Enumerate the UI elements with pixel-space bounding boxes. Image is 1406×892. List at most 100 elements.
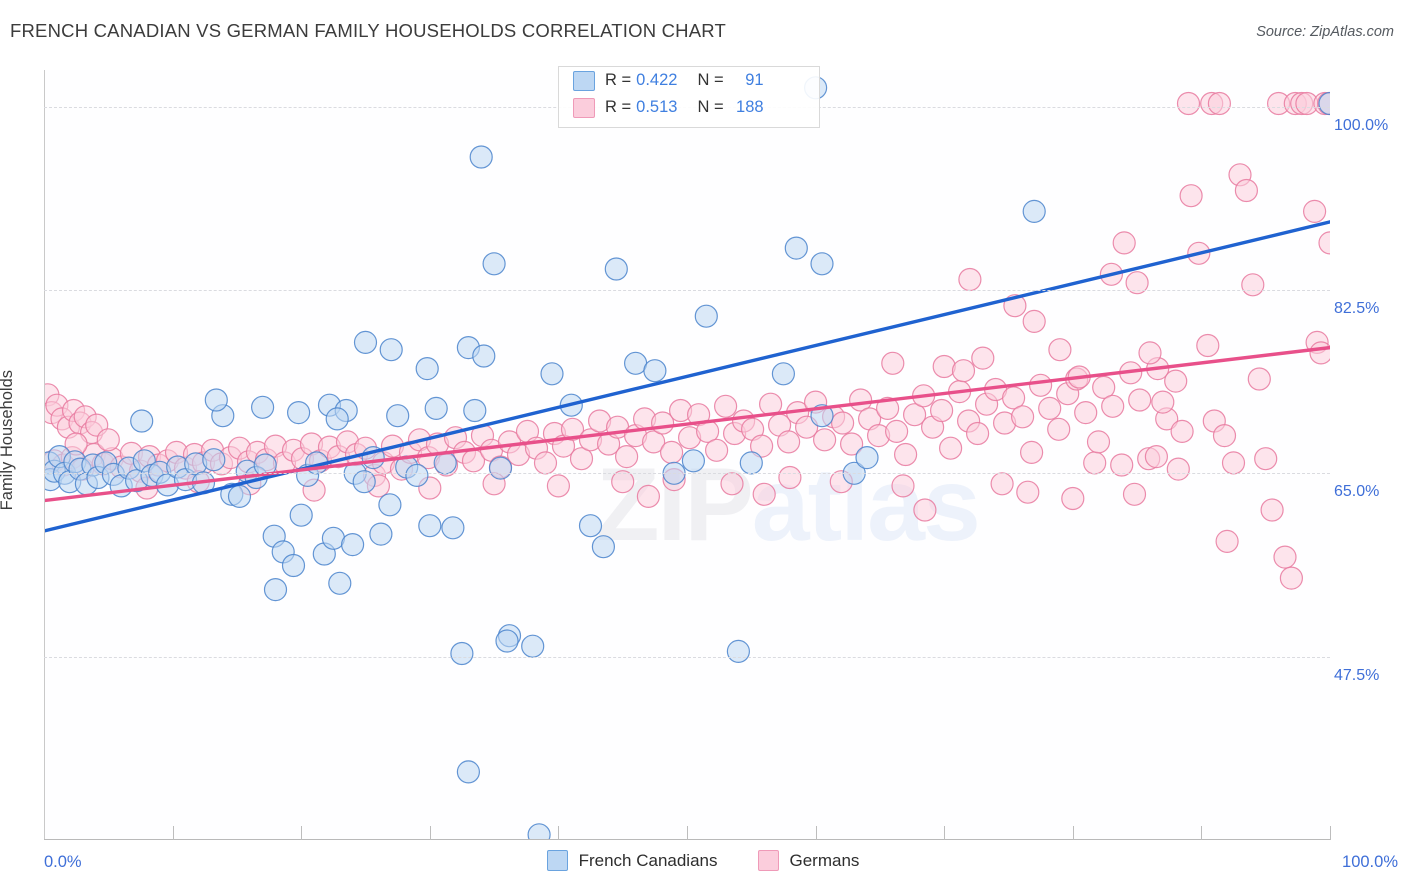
data-point — [424, 396, 448, 420]
data-point — [1260, 498, 1284, 522]
r-label-blue: R = — [605, 71, 632, 89]
data-point — [812, 428, 837, 452]
data-point — [884, 419, 909, 443]
data-point — [1086, 430, 1111, 454]
x-axis-tick — [944, 826, 946, 840]
swatch-french-canadians — [573, 70, 595, 91]
data-point — [623, 351, 648, 375]
legend-entry-french-canadians[interactable]: French Canadians — [546, 850, 718, 871]
data-point — [96, 428, 120, 452]
data-point — [415, 357, 439, 381]
data-point — [1309, 341, 1330, 365]
x-axis-tick — [815, 826, 817, 840]
legend-swatch-french-canadians — [546, 850, 568, 871]
data-point — [495, 629, 519, 653]
n-value-pink: 188 — [736, 98, 764, 116]
data-point — [1241, 273, 1265, 297]
data-point — [540, 362, 564, 386]
data-point — [341, 533, 365, 557]
data-point — [352, 470, 376, 494]
x-axis-tick — [558, 826, 560, 840]
data-point — [1047, 417, 1071, 441]
data-point — [1022, 199, 1046, 223]
gridline-y — [44, 473, 1330, 475]
data-point — [1279, 566, 1304, 590]
x-axis-tick — [687, 826, 688, 840]
data-point — [1016, 480, 1040, 504]
data-point — [1128, 388, 1152, 412]
data-point — [891, 474, 915, 498]
data-point — [1302, 199, 1327, 223]
data-point — [913, 498, 937, 522]
data-point — [1273, 545, 1297, 569]
series-points-germans — [44, 91, 1330, 590]
stats-row-french-canadians: R = 0.422 N = 91 — [559, 67, 819, 94]
n-value-blue: 91 — [745, 71, 764, 89]
data-point — [325, 407, 349, 431]
x-axis-tick — [1072, 826, 1074, 840]
r-value-blue: 0.422 — [636, 71, 678, 89]
legend-entry-germans[interactable]: Germans — [757, 850, 859, 871]
data-point — [1101, 394, 1125, 418]
data-point — [456, 760, 480, 784]
legend-swatch-germans — [757, 850, 779, 871]
data-point — [951, 359, 976, 383]
data-point — [1083, 451, 1107, 475]
data-point — [778, 465, 802, 490]
data-point — [251, 395, 275, 419]
data-point — [932, 354, 956, 379]
data-point — [614, 445, 639, 469]
data-point — [1151, 390, 1175, 414]
data-point — [1221, 451, 1246, 475]
data-point — [726, 639, 751, 664]
data-point — [289, 503, 313, 527]
data-point — [488, 456, 513, 480]
data-point — [694, 304, 718, 328]
gridline-y — [44, 656, 1330, 658]
data-point — [929, 398, 954, 423]
data-point — [1138, 341, 1162, 365]
data-point — [1048, 338, 1072, 362]
x-axis-tick — [301, 826, 303, 840]
data-point — [771, 362, 796, 386]
page-title: FRENCH CANADIAN VS GERMAN FAMILY HOUSEHO… — [10, 20, 726, 41]
data-point — [263, 577, 288, 602]
data-point — [971, 346, 995, 370]
data-point — [830, 411, 855, 435]
r-label-pink: R = — [605, 98, 632, 116]
y-axis-title: Family Households — [0, 370, 16, 511]
x-axis-tick — [1330, 826, 1331, 840]
data-point — [469, 145, 493, 169]
data-point — [881, 351, 905, 375]
data-point — [130, 409, 154, 433]
data-point — [1074, 401, 1098, 425]
data-point — [1176, 91, 1201, 116]
data-point — [569, 447, 594, 471]
data-point — [893, 442, 918, 467]
data-point — [810, 252, 834, 276]
data-point — [1196, 333, 1220, 358]
data-point — [720, 472, 744, 496]
data-point — [386, 404, 410, 428]
y-axis-tick-label: 100.0% — [1334, 116, 1389, 134]
data-point — [1254, 447, 1278, 471]
data-point — [378, 493, 402, 517]
n-label-blue: N = — [697, 71, 724, 89]
data-point — [353, 330, 378, 354]
x-axis-tick — [429, 826, 431, 840]
series-legend: French Canadians Germans — [0, 850, 1406, 871]
data-point — [965, 421, 990, 446]
data-point — [1038, 396, 1062, 420]
data-point — [533, 451, 558, 475]
data-point — [1028, 373, 1053, 397]
data-point — [560, 417, 585, 441]
data-point — [1207, 91, 1232, 116]
data-point — [641, 430, 666, 454]
data-point — [749, 434, 774, 458]
data-point — [463, 398, 487, 423]
data-point — [839, 432, 864, 456]
data-point — [1061, 486, 1085, 511]
data-point — [204, 388, 228, 412]
data-point — [1318, 231, 1330, 255]
